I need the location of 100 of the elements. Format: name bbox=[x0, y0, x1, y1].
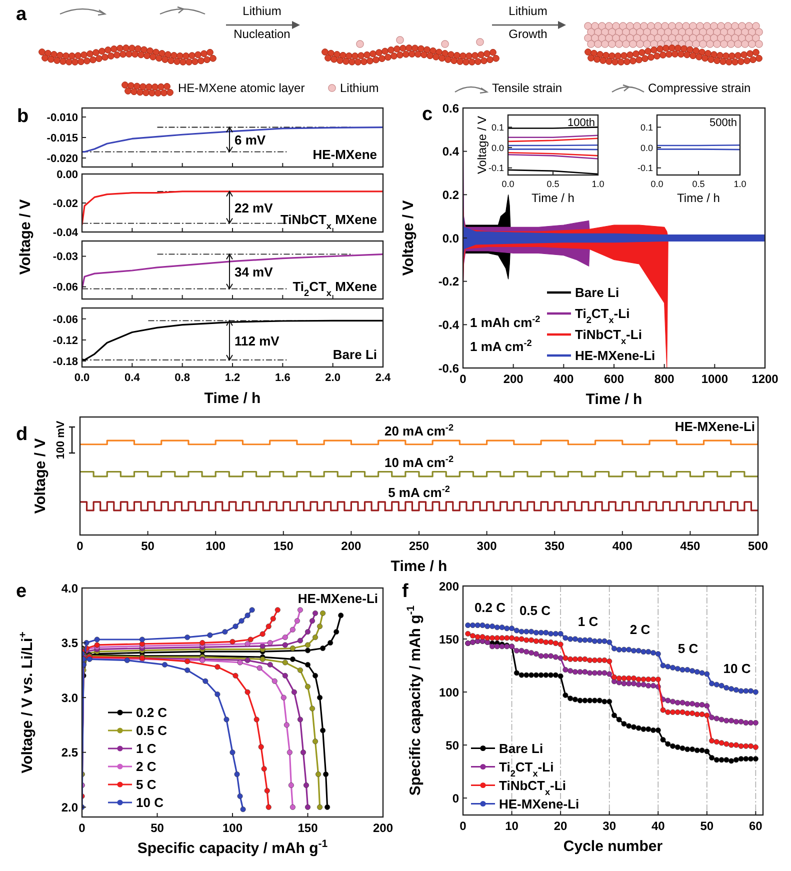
point bbox=[646, 676, 652, 682]
point bbox=[680, 700, 686, 706]
point bbox=[562, 692, 568, 698]
point bbox=[84, 640, 90, 646]
point bbox=[312, 610, 318, 616]
annotation: 1 mA cm$^{-2}$ bbox=[470, 338, 532, 354]
y-tick-label: 0.0 bbox=[640, 142, 653, 153]
point bbox=[626, 680, 632, 686]
point bbox=[548, 672, 554, 678]
point bbox=[733, 687, 739, 693]
point bbox=[288, 782, 294, 788]
point bbox=[518, 672, 524, 678]
point bbox=[646, 682, 652, 688]
point bbox=[305, 648, 310, 654]
point bbox=[207, 632, 213, 638]
point bbox=[244, 612, 250, 618]
y-tick-label: -0.03 bbox=[52, 251, 78, 264]
point bbox=[714, 682, 720, 688]
point bbox=[596, 657, 602, 663]
point bbox=[733, 757, 739, 763]
point bbox=[655, 727, 661, 733]
y-tick-label: 0.0 bbox=[491, 142, 504, 153]
point bbox=[297, 667, 303, 673]
line-series bbox=[82, 320, 383, 361]
text: HE-MXene atomic layer bbox=[178, 81, 305, 95]
point bbox=[611, 674, 617, 680]
x-tick-label: 100 bbox=[222, 821, 243, 835]
point bbox=[538, 672, 544, 678]
point bbox=[484, 635, 490, 641]
x-tick-label: 20 bbox=[554, 819, 568, 833]
legend-label: Ti$_{2}$CT$_{x}$-Li bbox=[575, 306, 630, 325]
x-axis-title: Time / h bbox=[586, 391, 642, 408]
x-tick-label: 300 bbox=[476, 539, 498, 553]
point bbox=[748, 743, 754, 749]
point bbox=[305, 642, 310, 648]
point bbox=[636, 648, 642, 654]
point bbox=[310, 618, 316, 624]
point bbox=[587, 657, 593, 663]
point bbox=[162, 662, 168, 668]
point bbox=[528, 650, 534, 656]
point bbox=[291, 689, 297, 695]
annotation: 10 C bbox=[723, 661, 752, 676]
point bbox=[724, 741, 730, 747]
y-tick-label: -0.04 bbox=[52, 226, 79, 239]
point bbox=[232, 672, 238, 678]
text: a bbox=[16, 4, 27, 25]
point bbox=[592, 657, 598, 663]
chart-title: c bbox=[422, 104, 433, 125]
point bbox=[514, 670, 520, 676]
y-tick-label: 0.0 bbox=[442, 231, 460, 246]
point bbox=[316, 772, 322, 778]
point bbox=[533, 651, 539, 657]
point bbox=[528, 637, 534, 643]
x-tick-label: 0.0 bbox=[502, 179, 514, 189]
point bbox=[290, 804, 296, 810]
point bbox=[509, 635, 515, 641]
point bbox=[718, 740, 724, 746]
point bbox=[680, 667, 686, 673]
point bbox=[290, 656, 296, 662]
point bbox=[606, 658, 612, 664]
y-tick-label: -0.06 bbox=[52, 282, 78, 294]
y-tick-label: 0.1 bbox=[491, 122, 504, 132]
point bbox=[587, 637, 593, 643]
y-tick-label: 0 bbox=[452, 791, 460, 806]
point bbox=[272, 678, 278, 684]
x-tick-label: 1.2 bbox=[224, 372, 240, 384]
point bbox=[568, 656, 574, 662]
point bbox=[305, 629, 310, 635]
point bbox=[267, 662, 273, 668]
y-tick-label: 4.0 bbox=[61, 581, 78, 596]
text: 100 mV bbox=[55, 420, 67, 460]
x-tick-label: 10 bbox=[505, 819, 519, 833]
x-tick-label: 600 bbox=[604, 372, 624, 386]
x-tick-label: 2.4 bbox=[375, 372, 392, 384]
x-tick-label: 2.0 bbox=[325, 372, 340, 384]
point bbox=[630, 648, 636, 654]
point bbox=[230, 638, 236, 644]
annotation: 112 mV bbox=[234, 333, 280, 348]
point bbox=[562, 655, 568, 661]
point bbox=[690, 668, 696, 674]
y-tick-label: 3.5 bbox=[61, 636, 78, 650]
point bbox=[674, 700, 680, 706]
point bbox=[282, 660, 288, 666]
point bbox=[234, 772, 240, 778]
text: Bare Li bbox=[332, 347, 377, 362]
point bbox=[558, 630, 564, 636]
point bbox=[728, 742, 734, 748]
point bbox=[494, 644, 500, 650]
point bbox=[528, 672, 534, 678]
annotation: 22 mV bbox=[234, 200, 274, 216]
point bbox=[572, 656, 578, 662]
point bbox=[655, 676, 661, 682]
y-tick-label: 2.5 bbox=[61, 746, 78, 760]
x-tick-label: 450 bbox=[680, 539, 701, 553]
point bbox=[266, 804, 272, 810]
y-tick-label: 100 bbox=[438, 685, 460, 700]
point bbox=[518, 648, 524, 654]
legend-label: TiNbCT$_{x}$-Li bbox=[499, 778, 566, 797]
point bbox=[294, 618, 300, 624]
point bbox=[665, 741, 671, 747]
